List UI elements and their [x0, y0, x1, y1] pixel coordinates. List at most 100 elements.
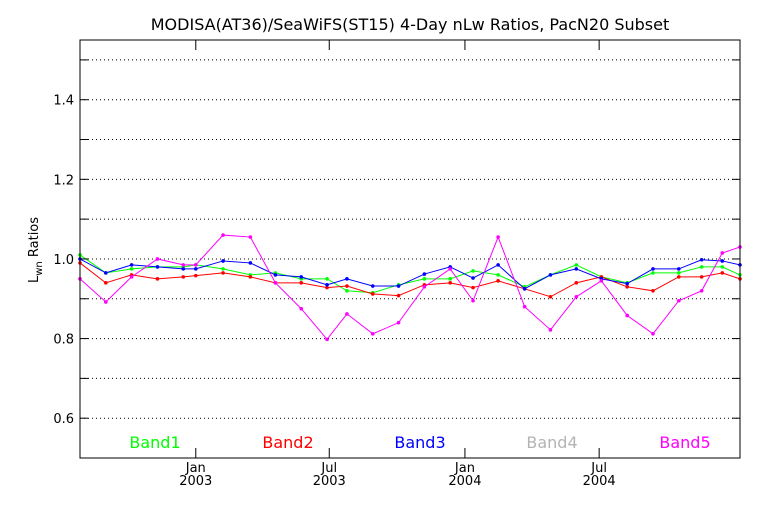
data-point — [699, 257, 704, 262]
data-point — [345, 277, 349, 281]
legend-label: Band1 — [129, 433, 180, 452]
data-point — [699, 275, 704, 279]
data-point — [448, 267, 452, 271]
data-point — [155, 277, 160, 281]
data-point — [221, 267, 225, 271]
data-point — [625, 281, 629, 286]
data-point — [325, 283, 329, 287]
data-point — [496, 279, 500, 283]
data-point — [676, 271, 681, 275]
data-point — [496, 273, 500, 277]
series-band2 — [78, 261, 742, 299]
data-point — [345, 312, 349, 316]
data-point — [699, 265, 704, 269]
data-point — [129, 275, 134, 279]
data-point — [129, 263, 134, 267]
data-point — [720, 251, 725, 255]
series-band5 — [78, 233, 742, 342]
series-line — [80, 254, 740, 294]
y-tick-label: 1.4 — [53, 94, 74, 109]
y-axis-label-rest: Ratios — [27, 217, 42, 262]
data-point — [651, 331, 655, 336]
data-point — [370, 284, 375, 288]
data-point — [448, 281, 452, 285]
plot-frame — [79, 39, 741, 459]
data-point — [522, 304, 527, 309]
series-line — [80, 258, 740, 290]
data-point — [471, 285, 475, 290]
data-point — [221, 271, 225, 275]
data-point — [248, 235, 253, 239]
data-point — [422, 272, 427, 276]
data-point — [676, 298, 681, 303]
x-tick-label-month: Jan — [454, 461, 475, 476]
y-tick-label: 1.2 — [53, 173, 74, 188]
x-tick-label-month: Jul — [320, 461, 337, 476]
data-point — [221, 233, 225, 237]
data-point — [248, 261, 253, 265]
data-point — [181, 267, 186, 271]
data-point — [181, 275, 186, 279]
data-point — [155, 265, 160, 269]
data-point — [299, 281, 304, 285]
data-point — [471, 298, 475, 303]
data-point — [651, 271, 655, 275]
data-point — [299, 275, 304, 279]
data-point — [548, 328, 553, 332]
data-point — [325, 337, 329, 342]
data-point — [720, 271, 725, 275]
data-point — [181, 263, 186, 267]
data-point — [574, 294, 579, 299]
data-point — [155, 257, 160, 261]
data-point — [720, 265, 725, 269]
y-axis-label: Lwn Ratios — [27, 217, 45, 283]
data-point — [193, 263, 198, 267]
data-point — [193, 267, 198, 271]
data-point — [548, 294, 553, 299]
x-tick-label-year: 2003 — [313, 474, 346, 489]
data-point — [273, 273, 278, 277]
data-point — [548, 273, 553, 277]
series-band3 — [78, 257, 742, 291]
x-tick-label-month: Jul — [590, 461, 607, 476]
x-tick-label-month: Jan — [185, 461, 206, 476]
data-point — [522, 287, 527, 291]
y-axis-label-subscript: wn — [34, 261, 45, 276]
data-point — [273, 281, 278, 285]
data-point — [396, 293, 401, 298]
y-tick-label: 1.0 — [53, 253, 74, 268]
data-point — [345, 289, 349, 293]
data-point — [104, 300, 108, 304]
data-point — [574, 267, 579, 271]
data-point — [676, 267, 681, 271]
legend-label: Band2 — [262, 433, 313, 452]
data-point — [325, 277, 329, 281]
legend-label: Band3 — [394, 433, 445, 452]
legend-label: Band4 — [526, 433, 577, 452]
data-point — [676, 275, 681, 279]
data-point — [496, 263, 500, 267]
series-line — [80, 262, 740, 298]
y-tick-label: 0.6 — [53, 412, 74, 427]
data-point — [448, 277, 452, 281]
data-point — [651, 267, 655, 271]
data-point — [651, 289, 655, 293]
data-point — [370, 292, 375, 296]
data-point — [574, 263, 579, 267]
series-line — [80, 234, 740, 341]
data-point — [699, 289, 704, 293]
data-point — [396, 284, 401, 288]
x-tick-label-year: 2003 — [179, 474, 212, 489]
data-point — [422, 285, 427, 289]
data-point — [625, 285, 629, 289]
x-tick-label-year: 2004 — [583, 474, 616, 489]
data-point — [345, 284, 349, 288]
data-point — [221, 259, 225, 263]
data-point — [248, 275, 253, 279]
data-point — [720, 259, 725, 263]
data-point — [471, 269, 475, 273]
data-point — [104, 281, 108, 285]
